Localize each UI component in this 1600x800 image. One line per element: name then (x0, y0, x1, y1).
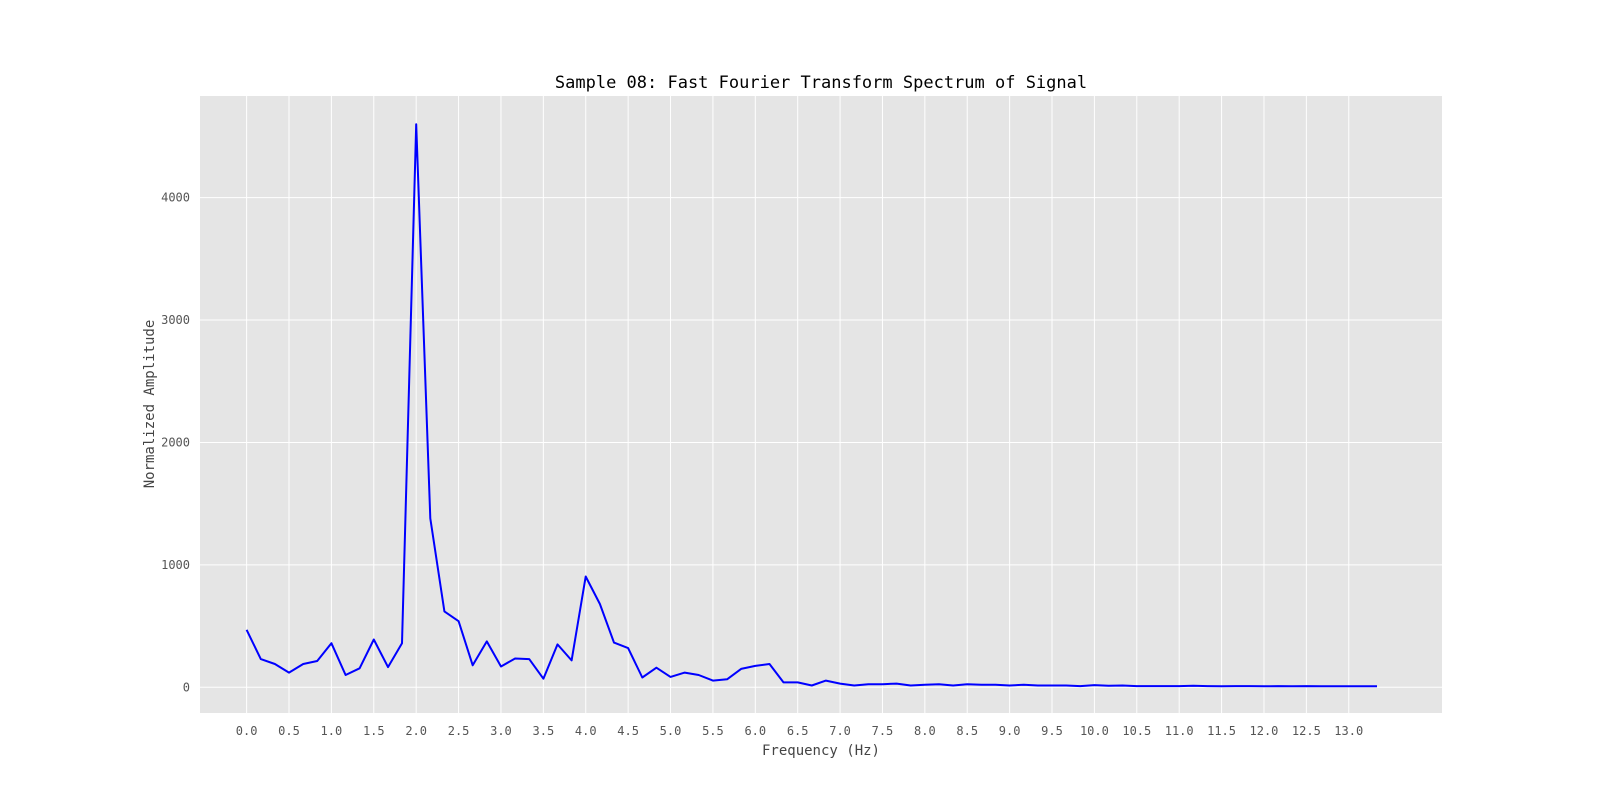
plot-area (200, 96, 1442, 713)
x-tick-label: 5.0 (660, 724, 682, 738)
x-tick-label: 11.0 (1165, 724, 1194, 738)
x-tick-label: 8.5 (956, 724, 978, 738)
y-tick-label: 1000 (161, 558, 190, 572)
x-tick-label: 4.5 (617, 724, 639, 738)
x-tick-label: 7.0 (829, 724, 851, 738)
x-tick-label: 1.5 (363, 724, 385, 738)
y-tick-labels: 0 1000 2000 3000 4000 (161, 191, 190, 695)
x-tick-label: 12.0 (1250, 724, 1279, 738)
x-tick-label: 13.0 (1334, 724, 1363, 738)
x-tick-label: 9.0 (999, 724, 1021, 738)
x-tick-label: 3.0 (490, 724, 512, 738)
x-tick-label: 4.0 (575, 724, 597, 738)
x-tick-label: 2.5 (448, 724, 470, 738)
y-tick-label: 2000 (161, 435, 190, 449)
y-tick-label: 4000 (161, 191, 190, 205)
x-tick-label: 0.0 (236, 724, 258, 738)
y-axis-label: Normalized Amplitude (142, 320, 158, 489)
spectrum-line (245, 123, 1377, 688)
x-axis-label: Frequency (Hz) (762, 743, 880, 759)
x-tick-label: 8.0 (914, 724, 936, 738)
y-tick-label: 3000 (161, 313, 190, 327)
x-tick-label: 6.0 (744, 724, 766, 738)
x-gridlines (246, 96, 1350, 713)
x-tick-label: 0.5 (278, 724, 300, 738)
y-gridlines (200, 197, 1442, 688)
x-tick-label: 2.0 (405, 724, 427, 738)
x-tick-label: 10.0 (1080, 724, 1109, 738)
x-tick-label: 5.5 (702, 724, 724, 738)
x-tick-label: 9.5 (1041, 724, 1063, 738)
y-tick-label: 0 (183, 680, 190, 694)
x-tick-label: 12.5 (1292, 724, 1321, 738)
x-tick-label: 6.5 (787, 724, 809, 738)
x-tick-label: 3.5 (533, 724, 555, 738)
chart-title: Sample 08: Fast Fourier Transform Spectr… (555, 73, 1087, 93)
x-tick-labels: 0.0 0.5 1.0 1.5 2.0 2.5 3.0 3.5 4.0 4.5 5.0 5.5 6.0 6… (236, 724, 1363, 738)
x-tick-label: 7.5 (872, 724, 894, 738)
x-tick-label: 11.5 (1207, 724, 1236, 738)
series-layer (245, 123, 1377, 688)
x-tick-label: 1.0 (321, 724, 343, 738)
x-tick-label: 10.5 (1122, 724, 1151, 738)
